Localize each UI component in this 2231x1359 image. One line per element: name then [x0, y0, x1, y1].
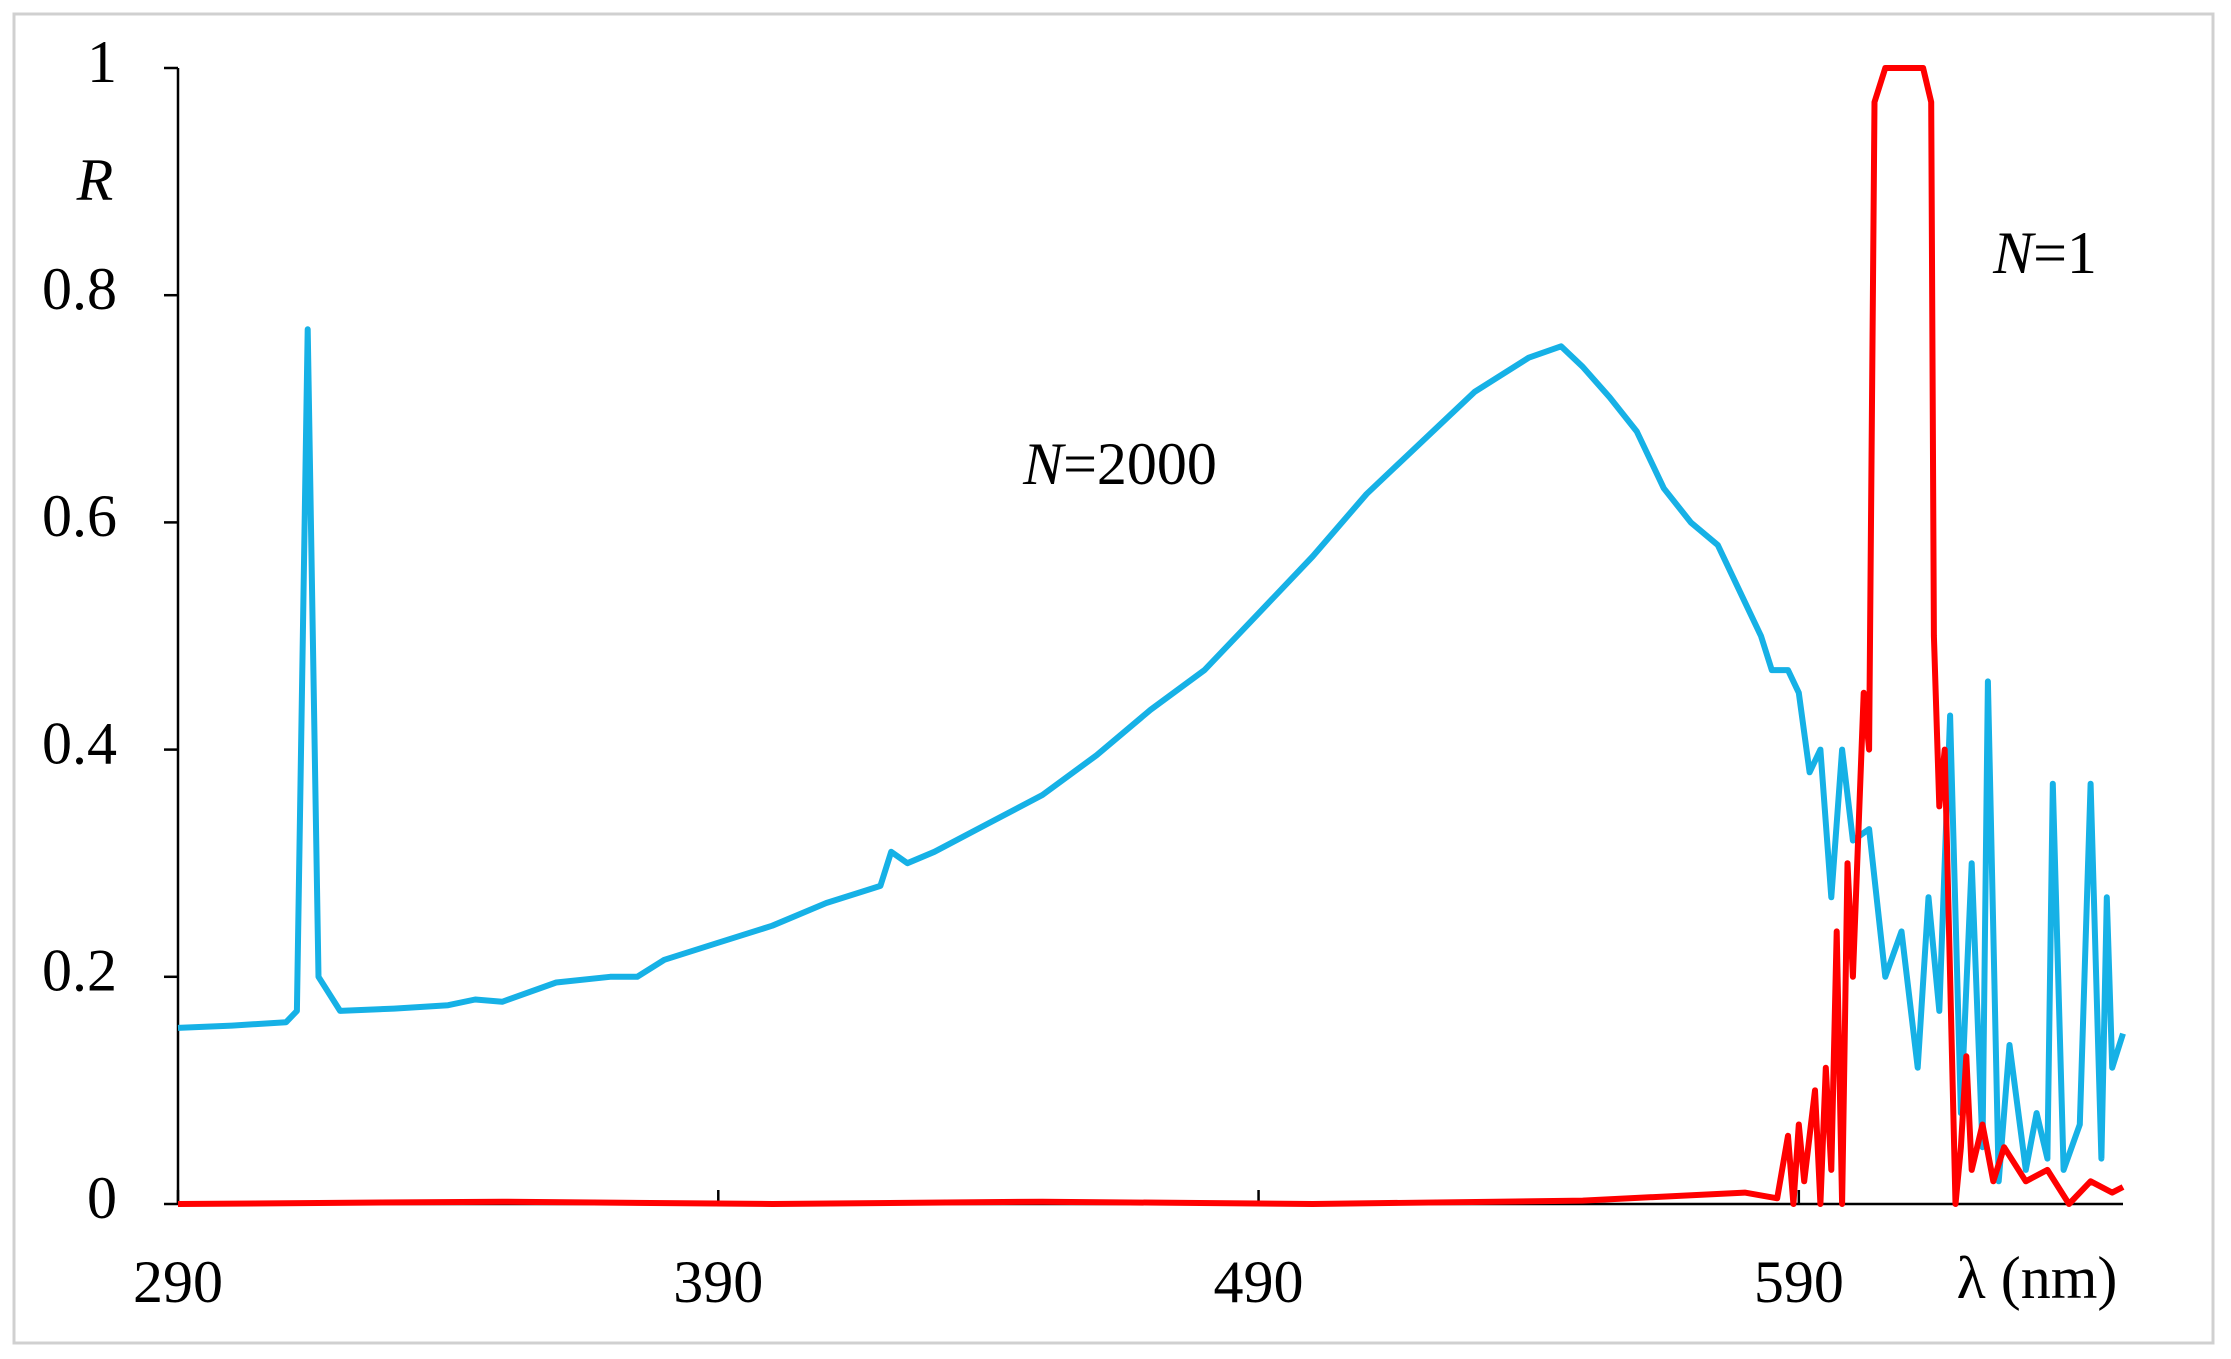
x-tick-label: 290 — [133, 1249, 223, 1315]
x-tick-label: 390 — [673, 1249, 763, 1315]
y-tick-label: 0.6 — [42, 483, 117, 549]
annotation: N=2000 — [1022, 431, 1217, 497]
y-tick-label: 0.8 — [42, 256, 117, 322]
y-axis-label: R — [76, 147, 114, 213]
chart-frame — [12, 12, 2215, 1345]
y-tick-label: 0.2 — [42, 938, 117, 1004]
data-line — [177, 326, 2126, 1185]
x-tick-label: 590 — [1754, 1249, 1844, 1315]
data-line — [177, 65, 2125, 1207]
y-tick-label: 0.4 — [42, 710, 117, 776]
annotation: N=1 — [1992, 220, 2097, 286]
y-tick-label: 1 — [87, 29, 117, 95]
x-tick-label: 490 — [1214, 1249, 1304, 1315]
x-axis-label: λ (nm) — [1957, 1245, 2118, 1311]
y-tick-label: 0 — [87, 1165, 117, 1231]
